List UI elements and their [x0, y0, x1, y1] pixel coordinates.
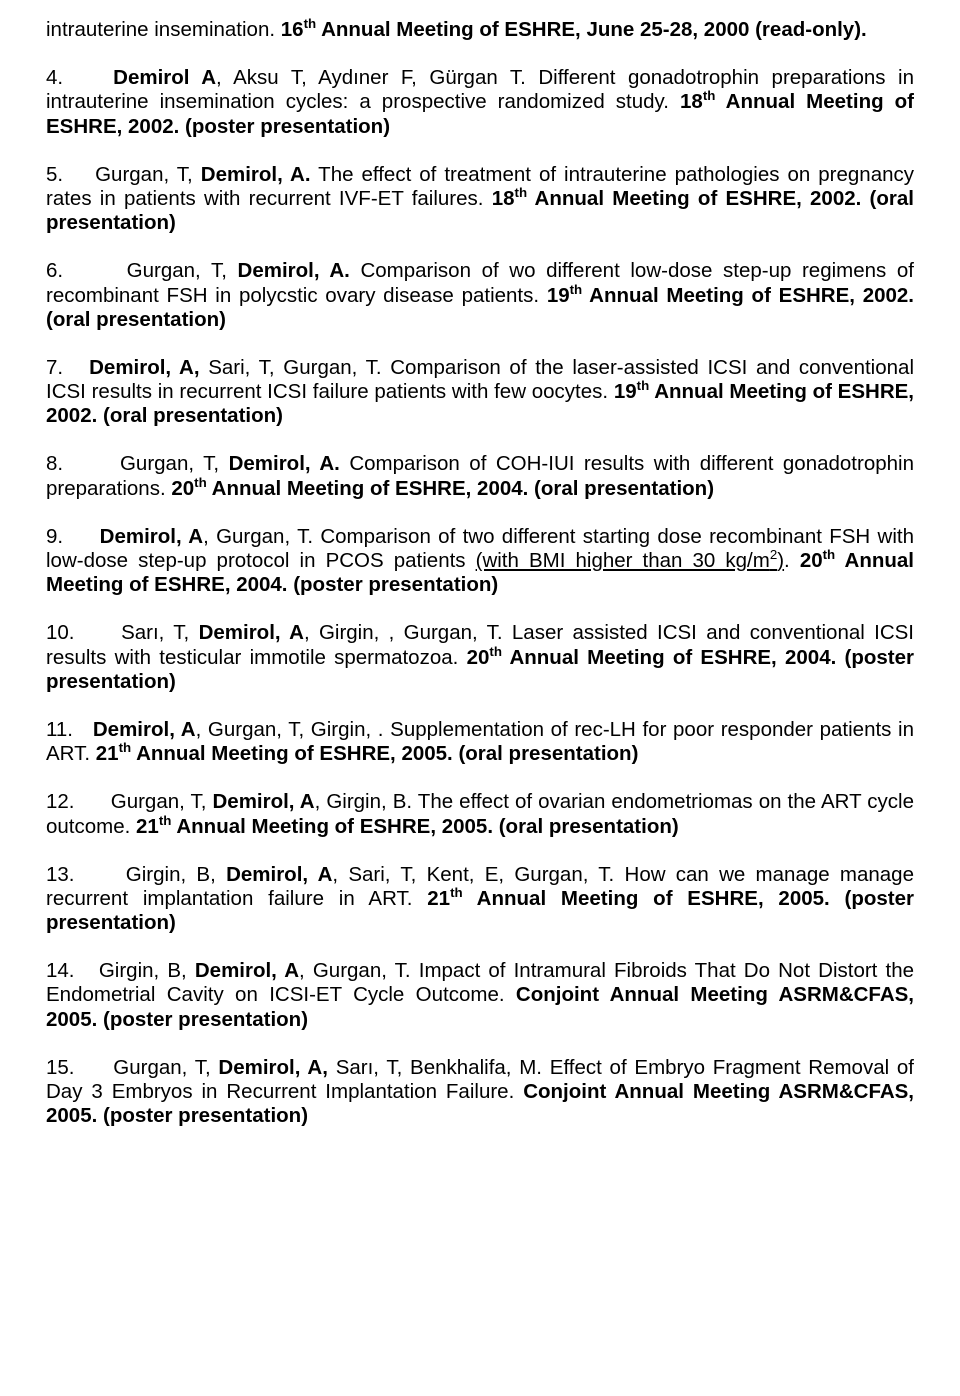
entry-author-pre: Sarı, T, — [121, 621, 199, 644]
entry-meet-ord: 21 — [96, 742, 119, 765]
entry-title-post: . — [784, 549, 800, 572]
entry-meet-sup: th — [570, 282, 583, 297]
entry-meet-rest: Annual Meeting of ESHRE, 2005. (oral pre… — [171, 815, 678, 838]
entry-author-bold: Demirol, A, — [89, 356, 199, 379]
entry-number: 15. — [46, 1056, 75, 1079]
reference-entry: 9. Demirol, A, Gurgan, T. Comparison of … — [46, 525, 914, 598]
entry-number: 6. — [46, 259, 63, 282]
reference-entry: 15. Gurgan, T, Demirol, A, Sarı, T, Benk… — [46, 1056, 914, 1129]
entry-number: 10. — [46, 621, 75, 644]
entry-meet-sup: th — [823, 547, 836, 562]
entry-author-pre: Girgin, B, — [99, 959, 195, 982]
entry-meet-ord: 21 — [136, 815, 159, 838]
reference-entry: 12. Gurgan, T, Demirol, A, Girgin, B. Th… — [46, 790, 914, 838]
entry-number: 14. — [46, 959, 75, 982]
entry-meet-rest: Annual Meeting of ESHRE, 2004. (oral pre… — [207, 477, 714, 500]
reference-entry: 4. Demirol A, Aksu T, Aydıner F, Gürgan … — [46, 66, 914, 139]
entry-author-bold: Demirol, A. — [229, 452, 340, 475]
entry-author-post: , Sari, T, Kent, E, Gurgan, T. — [332, 863, 624, 886]
entry-author-post: , Gurgan, T. — [299, 959, 419, 982]
entry-meet-ord: 18 — [492, 187, 515, 210]
entry-meet-sup: th — [194, 475, 207, 490]
entry-author-bold: Demirol, A — [226, 863, 332, 886]
entry-author-bold: Demirol, A — [212, 790, 314, 813]
entry-number: 9. — [46, 525, 63, 548]
entry-meet-ord: 20 — [467, 646, 490, 669]
entry-author-pre: Gurgan, T, — [127, 259, 238, 282]
header-fragment: intrauterine insemination. 16th Annual M… — [46, 18, 914, 42]
entry-author-bold: Demirol, A — [100, 525, 203, 548]
entry-meet-ord: 21 — [427, 887, 450, 910]
entry-author-post: , Girgin, B. — [315, 790, 418, 813]
entry-author-bold: Demirol, A, — [218, 1056, 328, 1079]
entry-author-pre: Girgin, B, — [126, 863, 226, 886]
entry-author-post: Sari, T, Gurgan, T. — [200, 356, 391, 379]
entry-meet-sup: th — [450, 885, 463, 900]
entry-author-bold: Demirol, A — [199, 621, 304, 644]
entry-author-bold: Demirol, A — [93, 718, 196, 741]
entry-number: 8. — [46, 452, 63, 475]
entry-number: 13. — [46, 863, 75, 886]
entry-meet-sup: th — [703, 89, 716, 104]
entry-meet-ord: 20 — [800, 549, 823, 572]
entry-meet-sup: th — [159, 813, 172, 828]
entry-meet-ord: 20 — [171, 477, 194, 500]
entry-meet-ord: 19 — [547, 284, 570, 307]
entry-meet-ord: 19 — [614, 380, 637, 403]
entry-meet-ord: 18 — [680, 90, 703, 113]
entry-author-post: Sarı, T, Benkhalifa, M. — [328, 1056, 550, 1079]
entry-author-pre: Gurgan, T, — [111, 790, 213, 813]
entry-number: 7. — [46, 356, 63, 379]
entry-author-post — [350, 259, 361, 282]
entry-author-bold: Demirol, A. — [201, 163, 311, 186]
reference-entry: 5. Gurgan, T, Demirol, A. The effect of … — [46, 163, 914, 236]
entry-author-bold: Demirol, A. — [238, 259, 350, 282]
entry-author-post: , Gurgan, T, Girgin, . — [196, 718, 391, 741]
entry-title-underlined-pre: (with BMI higher than 30 kg/m — [476, 549, 770, 572]
entry-meet-rest: Annual Meeting of ESHRE, 2005. (oral pre… — [131, 742, 638, 765]
entry-meet-sup: th — [119, 740, 132, 755]
reference-entry: 8. Gurgan, T, Demirol, A. Comparison of … — [46, 452, 914, 500]
reference-entry: 14. Girgin, B, Demirol, A, Gurgan, T. Im… — [46, 959, 914, 1032]
entry-meet-sup: th — [489, 644, 502, 659]
header-sup: th — [304, 16, 317, 31]
entry-author-pre: Gurgan, T, — [95, 163, 201, 186]
entry-number: 12. — [46, 790, 75, 813]
header-prefix: intrauterine insemination. — [46, 18, 281, 41]
reference-entry: 13. Girgin, B, Demirol, A, Sari, T, Kent… — [46, 863, 914, 936]
entry-number: 4. — [46, 66, 63, 89]
reference-entry: 11. Demirol, A, Gurgan, T, Girgin, . Sup… — [46, 718, 914, 766]
entry-meet-sup: th — [515, 185, 528, 200]
entry-number: 11. — [46, 718, 73, 741]
entry-author-post: , Gurgan, T. — [203, 525, 320, 548]
entry-author-post — [340, 452, 349, 475]
entry-author-bold: Demirol A — [113, 66, 216, 89]
entry-author-pre: Gurgan, T, — [120, 452, 229, 475]
entry-author-post: , Girgin, , Gurgan, T. — [304, 621, 512, 644]
entry-number: 5. — [46, 163, 63, 186]
reference-entry: 6. Gurgan, T, Demirol, A. Comparison of … — [46, 259, 914, 332]
header-rest: Annual Meeting of ESHRE, June 25-28, 200… — [316, 18, 867, 41]
entry-author-bold: Demirol, A — [195, 959, 299, 982]
header-ord: 16 — [281, 18, 304, 41]
reference-entry: 10. Sarı, T, Demirol, A, Girgin, , Gurga… — [46, 621, 914, 694]
entry-author-post: , Aksu T, Aydıner F, Gürgan T. — [216, 66, 538, 89]
entry-author-pre: Gurgan, T, — [113, 1056, 218, 1079]
reference-entry: 7. Demirol, A, Sari, T, Gurgan, T. Compa… — [46, 356, 914, 429]
entry-meet-sup: th — [637, 378, 650, 393]
